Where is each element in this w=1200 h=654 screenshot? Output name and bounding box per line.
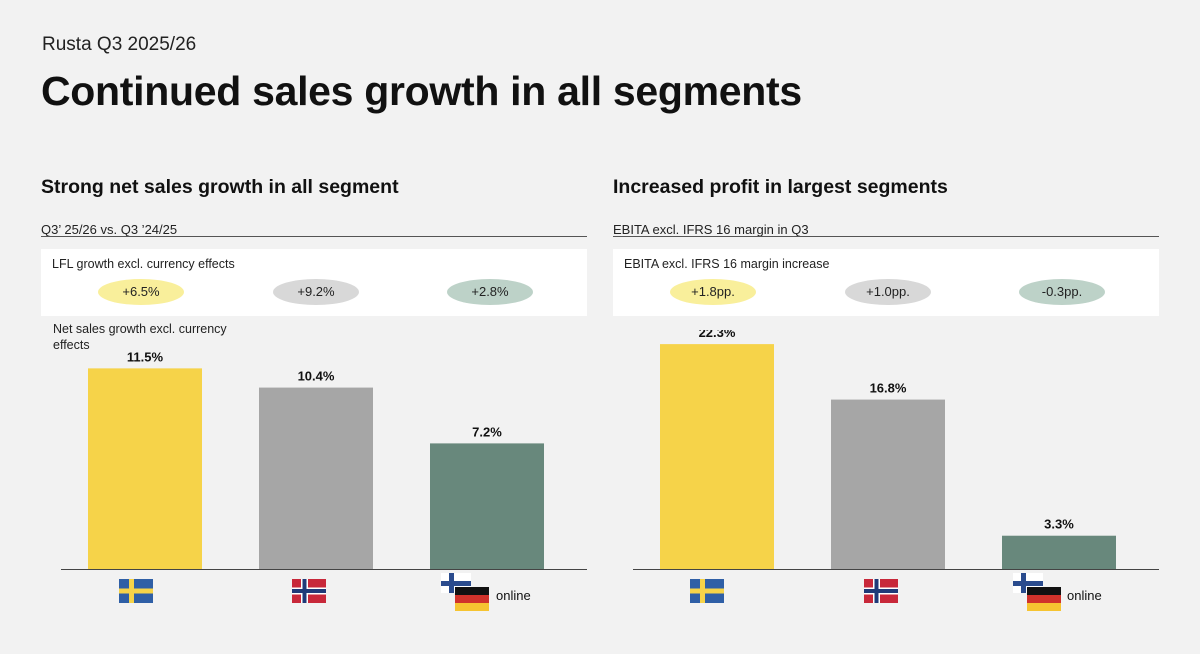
flag-sweden-icon: [690, 579, 724, 603]
bar-other: [430, 443, 544, 569]
kpi-pill-sweden: +1.8pp.: [670, 279, 756, 305]
presentation-subtitle: Rusta Q3 2025/26: [42, 34, 197, 55]
bar-other: [1002, 535, 1116, 569]
ebita-panel: Increased profit in largest segments EBI…: [613, 0, 1159, 654]
kpi-box: EBITA excl. IFRS 16 margin increase +1.8…: [613, 249, 1159, 316]
net-sales-bar-chart: 11.5% 10.4% 7.2%: [61, 349, 587, 570]
kpi-pill-other: +2.8%: [447, 279, 533, 305]
flag-norway-icon: [292, 579, 326, 603]
kpi-pill-norway: +9.2%: [273, 279, 359, 305]
flag-finland-germany-icon: [441, 573, 489, 611]
flag-finland-germany-icon: [1013, 573, 1061, 611]
kpi-label: EBITA excl. IFRS 16 margin increase: [624, 257, 830, 271]
net-sales-panel: Strong net sales growth in all segment Q…: [41, 0, 587, 654]
bar-norway: [259, 387, 373, 569]
flag-norway-icon: [864, 579, 898, 603]
panel-caption: EBITA excl. IFRS 16 margin in Q3: [613, 222, 809, 237]
data-label-norway: 10.4%: [298, 369, 335, 384]
kpi-pill-norway: +1.0pp.: [845, 279, 931, 305]
kpi-pill-sweden: +6.5%: [98, 279, 184, 305]
bar-norway: [831, 399, 945, 569]
panel-heading: Strong net sales growth in all segment: [41, 176, 399, 198]
caption-divider: [613, 236, 1159, 237]
flag-sweden-icon: [119, 579, 153, 603]
bar-sweden: [660, 344, 774, 569]
kpi-box: LFL growth excl. currency effects +6.5% …: [41, 249, 587, 316]
data-label-other: 7.2%: [472, 424, 502, 439]
data-label-sweden: 22.3%: [699, 330, 736, 340]
ebita-margin-bar-chart: 22.3% 16.8% 3.3%: [633, 330, 1159, 570]
online-label: online: [496, 588, 531, 603]
chart-axis-note: Net sales growth excl. currency effects: [53, 322, 227, 352]
bar-sweden: [88, 368, 202, 569]
caption-divider: [41, 236, 587, 237]
online-label: online: [1067, 588, 1102, 603]
panel-caption: Q3’ 25/26 vs. Q3 ’24/25: [41, 222, 178, 237]
kpi-label: LFL growth excl. currency effects: [52, 257, 235, 271]
data-label-sweden: 11.5%: [127, 349, 164, 364]
panel-heading: Increased profit in largest segments: [613, 176, 948, 198]
page-title: Continued sales growth in all segments: [41, 68, 802, 114]
kpi-pill-other: -0.3pp.: [1019, 279, 1105, 305]
data-label-norway: 16.8%: [870, 381, 907, 396]
data-label-other: 3.3%: [1044, 517, 1074, 532]
